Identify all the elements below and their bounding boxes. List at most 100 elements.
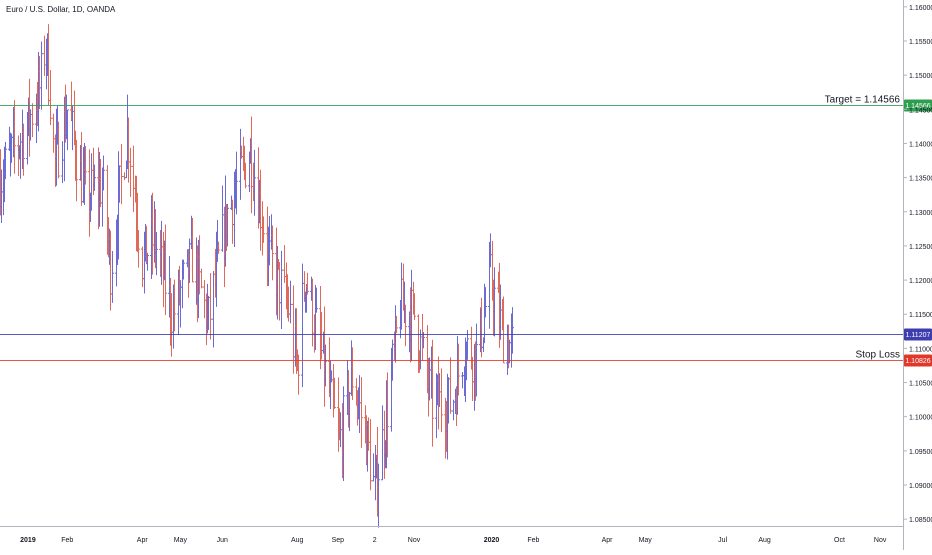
ohlc-bar	[395, 315, 398, 334]
ohlc-bar	[75, 139, 78, 202]
svg-text:1.14566: 1.14566	[905, 103, 930, 110]
time-tick-label: May	[639, 537, 653, 544]
ohlc-bar	[61, 141, 64, 184]
ohlc-bar	[217, 241, 220, 254]
ohlc-bar	[43, 35, 46, 76]
ohlc-bar	[40, 41, 43, 110]
ohlc-bar	[440, 368, 443, 433]
price-tick-label: 1.16000	[909, 5, 932, 12]
ohlc-bar	[377, 463, 380, 528]
ohlc-bar	[283, 245, 286, 283]
ohlc-bar	[324, 344, 327, 387]
horizontal-lines: Target = 1.14566 1.14566 1.11207 Stop Loss 1…	[0, 95, 932, 367]
ohlc-bar	[306, 272, 309, 295]
stop-price-tag: 1.10826	[904, 354, 932, 367]
ohlc-bar	[57, 121, 60, 179]
ohlc-bar	[502, 296, 505, 364]
ohlc-bar	[351, 347, 354, 400]
ohlc-bar	[466, 330, 469, 360]
ohlc-bar	[471, 356, 474, 401]
symbol-title: Euro / U.S. Dollar, 1D, OANDA	[6, 5, 116, 14]
ohlc-bar	[141, 246, 144, 288]
ohlc-bar	[278, 262, 281, 321]
ohlc-bar	[461, 372, 464, 389]
time-tick-label: Aug	[291, 537, 304, 544]
price-tick-label: 1.11000	[909, 346, 932, 353]
price-tick-label: 1.11500	[909, 312, 932, 319]
ohlc-bar	[413, 293, 416, 320]
svg-text:1.10826: 1.10826	[905, 358, 930, 365]
time-tick-label: Jun	[217, 537, 228, 544]
ohlc-bar	[212, 271, 215, 348]
target-line-label: Target = 1.14566	[825, 95, 901, 106]
price-tick-label: 1.15000	[909, 73, 932, 80]
ohlc-bar	[358, 375, 361, 433]
ohlc-bar	[250, 116, 253, 214]
price-tick-label: 1.08500	[909, 517, 932, 524]
stop-line-label: Stop Loss	[856, 350, 900, 361]
current-price-tag: 1.11207	[904, 328, 932, 341]
ohlc-bar	[22, 123, 25, 176]
ohlc-bar	[93, 164, 96, 191]
ohlc-bar	[452, 399, 455, 421]
time-tick-label: Feb	[61, 537, 73, 544]
ohlc-bar	[209, 273, 212, 340]
time-tick-label: Apr	[137, 537, 149, 544]
price-tick-label: 1.10500	[909, 381, 932, 388]
ohlc-bar	[84, 146, 87, 185]
ohlc-bar	[457, 343, 460, 396]
ohlc-bar	[333, 377, 336, 409]
ohlc-bar	[280, 250, 283, 330]
ohlc-bar	[155, 231, 158, 276]
ohlc-bar	[253, 149, 256, 216]
ohlc-bar	[120, 143, 123, 205]
ohlc-bar	[102, 155, 105, 191]
ohlc-bar	[137, 230, 140, 268]
ohlc-bar	[173, 279, 176, 332]
ohlc-bar	[164, 224, 167, 316]
ohlc-bar	[4, 141, 7, 180]
ohlc-bar	[297, 354, 300, 395]
ohlc-bar	[315, 287, 318, 313]
ohlc-bar	[239, 128, 242, 200]
time-tick-label: 2019	[20, 537, 36, 544]
ohlc-bar	[66, 109, 69, 151]
time-tick-label: 2	[373, 537, 377, 544]
price-tick-label: 1.15500	[909, 39, 932, 46]
ohlc-bar	[129, 147, 132, 197]
ohlc-bar	[381, 405, 384, 481]
ohlc-bar	[123, 172, 126, 181]
ohlc-bar	[203, 280, 206, 319]
ohlc-bar	[342, 386, 345, 481]
ohlc-bar	[31, 103, 34, 138]
price-tick-label: 1.13500	[909, 176, 932, 183]
ohlc-bar	[386, 372, 389, 458]
time-tick-label: May	[174, 537, 188, 544]
price-tick-label: 1.09500	[909, 449, 932, 456]
ohlc-bar	[369, 418, 372, 491]
ohlc-bar	[111, 250, 114, 303]
time-tick-label: Feb	[527, 537, 539, 544]
ohlc-bar	[301, 263, 304, 388]
price-tick-label: 1.09000	[909, 483, 932, 490]
ohlc-bars	[0, 24, 514, 528]
ohlc-bar	[404, 304, 407, 347]
ohlc-bar	[262, 216, 265, 243]
ohlc-bar	[226, 203, 229, 247]
time-tick-label: Nov	[874, 537, 887, 544]
ohlc-bar	[484, 287, 487, 318]
ohlc-bar	[221, 185, 224, 252]
price-tick-label: 1.12000	[909, 278, 932, 285]
svg-text:1.11207: 1.11207	[906, 332, 931, 339]
ohlc-bar	[182, 259, 185, 280]
ohlc-bar	[493, 267, 496, 337]
target-price-tag: 1.14566	[904, 99, 932, 112]
ohlc-bar	[360, 377, 363, 448]
ohlc-bar	[235, 151, 238, 215]
ohlc-bar	[200, 268, 203, 289]
time-tick-label: Oct	[834, 537, 845, 544]
price-tick-label: 1.13000	[909, 210, 932, 217]
price-tick-label: 1.14000	[909, 141, 932, 148]
